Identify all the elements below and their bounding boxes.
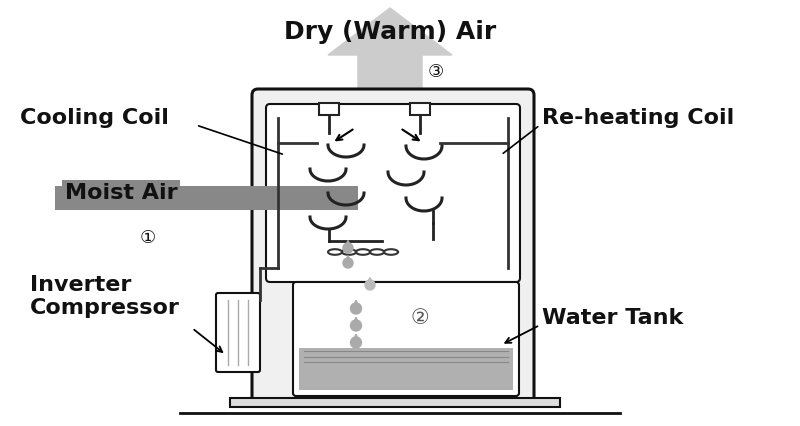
- Polygon shape: [328, 8, 452, 118]
- Polygon shape: [345, 256, 351, 263]
- Polygon shape: [353, 334, 359, 343]
- Text: Inverter
Compressor: Inverter Compressor: [30, 275, 180, 318]
- Circle shape: [350, 320, 362, 331]
- Bar: [319, 103, 339, 115]
- Bar: [410, 103, 430, 115]
- FancyBboxPatch shape: [293, 282, 519, 396]
- Text: Cooling Coil: Cooling Coil: [20, 108, 169, 128]
- Text: ③: ③: [428, 63, 444, 81]
- Bar: [230, 398, 560, 407]
- Text: ②: ②: [410, 308, 430, 328]
- Circle shape: [350, 303, 362, 314]
- Text: Re-heating Coil: Re-heating Coil: [542, 108, 734, 128]
- Circle shape: [365, 280, 375, 290]
- Circle shape: [343, 243, 353, 253]
- Circle shape: [350, 337, 362, 348]
- Bar: [299, 348, 513, 390]
- Polygon shape: [353, 317, 359, 325]
- Bar: [55, 186, 358, 210]
- Polygon shape: [353, 300, 359, 308]
- FancyBboxPatch shape: [266, 104, 520, 282]
- Polygon shape: [366, 277, 374, 285]
- Text: Moist Air: Moist Air: [65, 183, 178, 203]
- FancyBboxPatch shape: [252, 89, 534, 406]
- Polygon shape: [345, 241, 351, 248]
- Text: Dry (Warm) Air: Dry (Warm) Air: [284, 20, 496, 44]
- Text: Water Tank: Water Tank: [542, 308, 683, 328]
- Text: ①: ①: [140, 229, 156, 247]
- Circle shape: [343, 258, 353, 268]
- FancyBboxPatch shape: [216, 293, 260, 372]
